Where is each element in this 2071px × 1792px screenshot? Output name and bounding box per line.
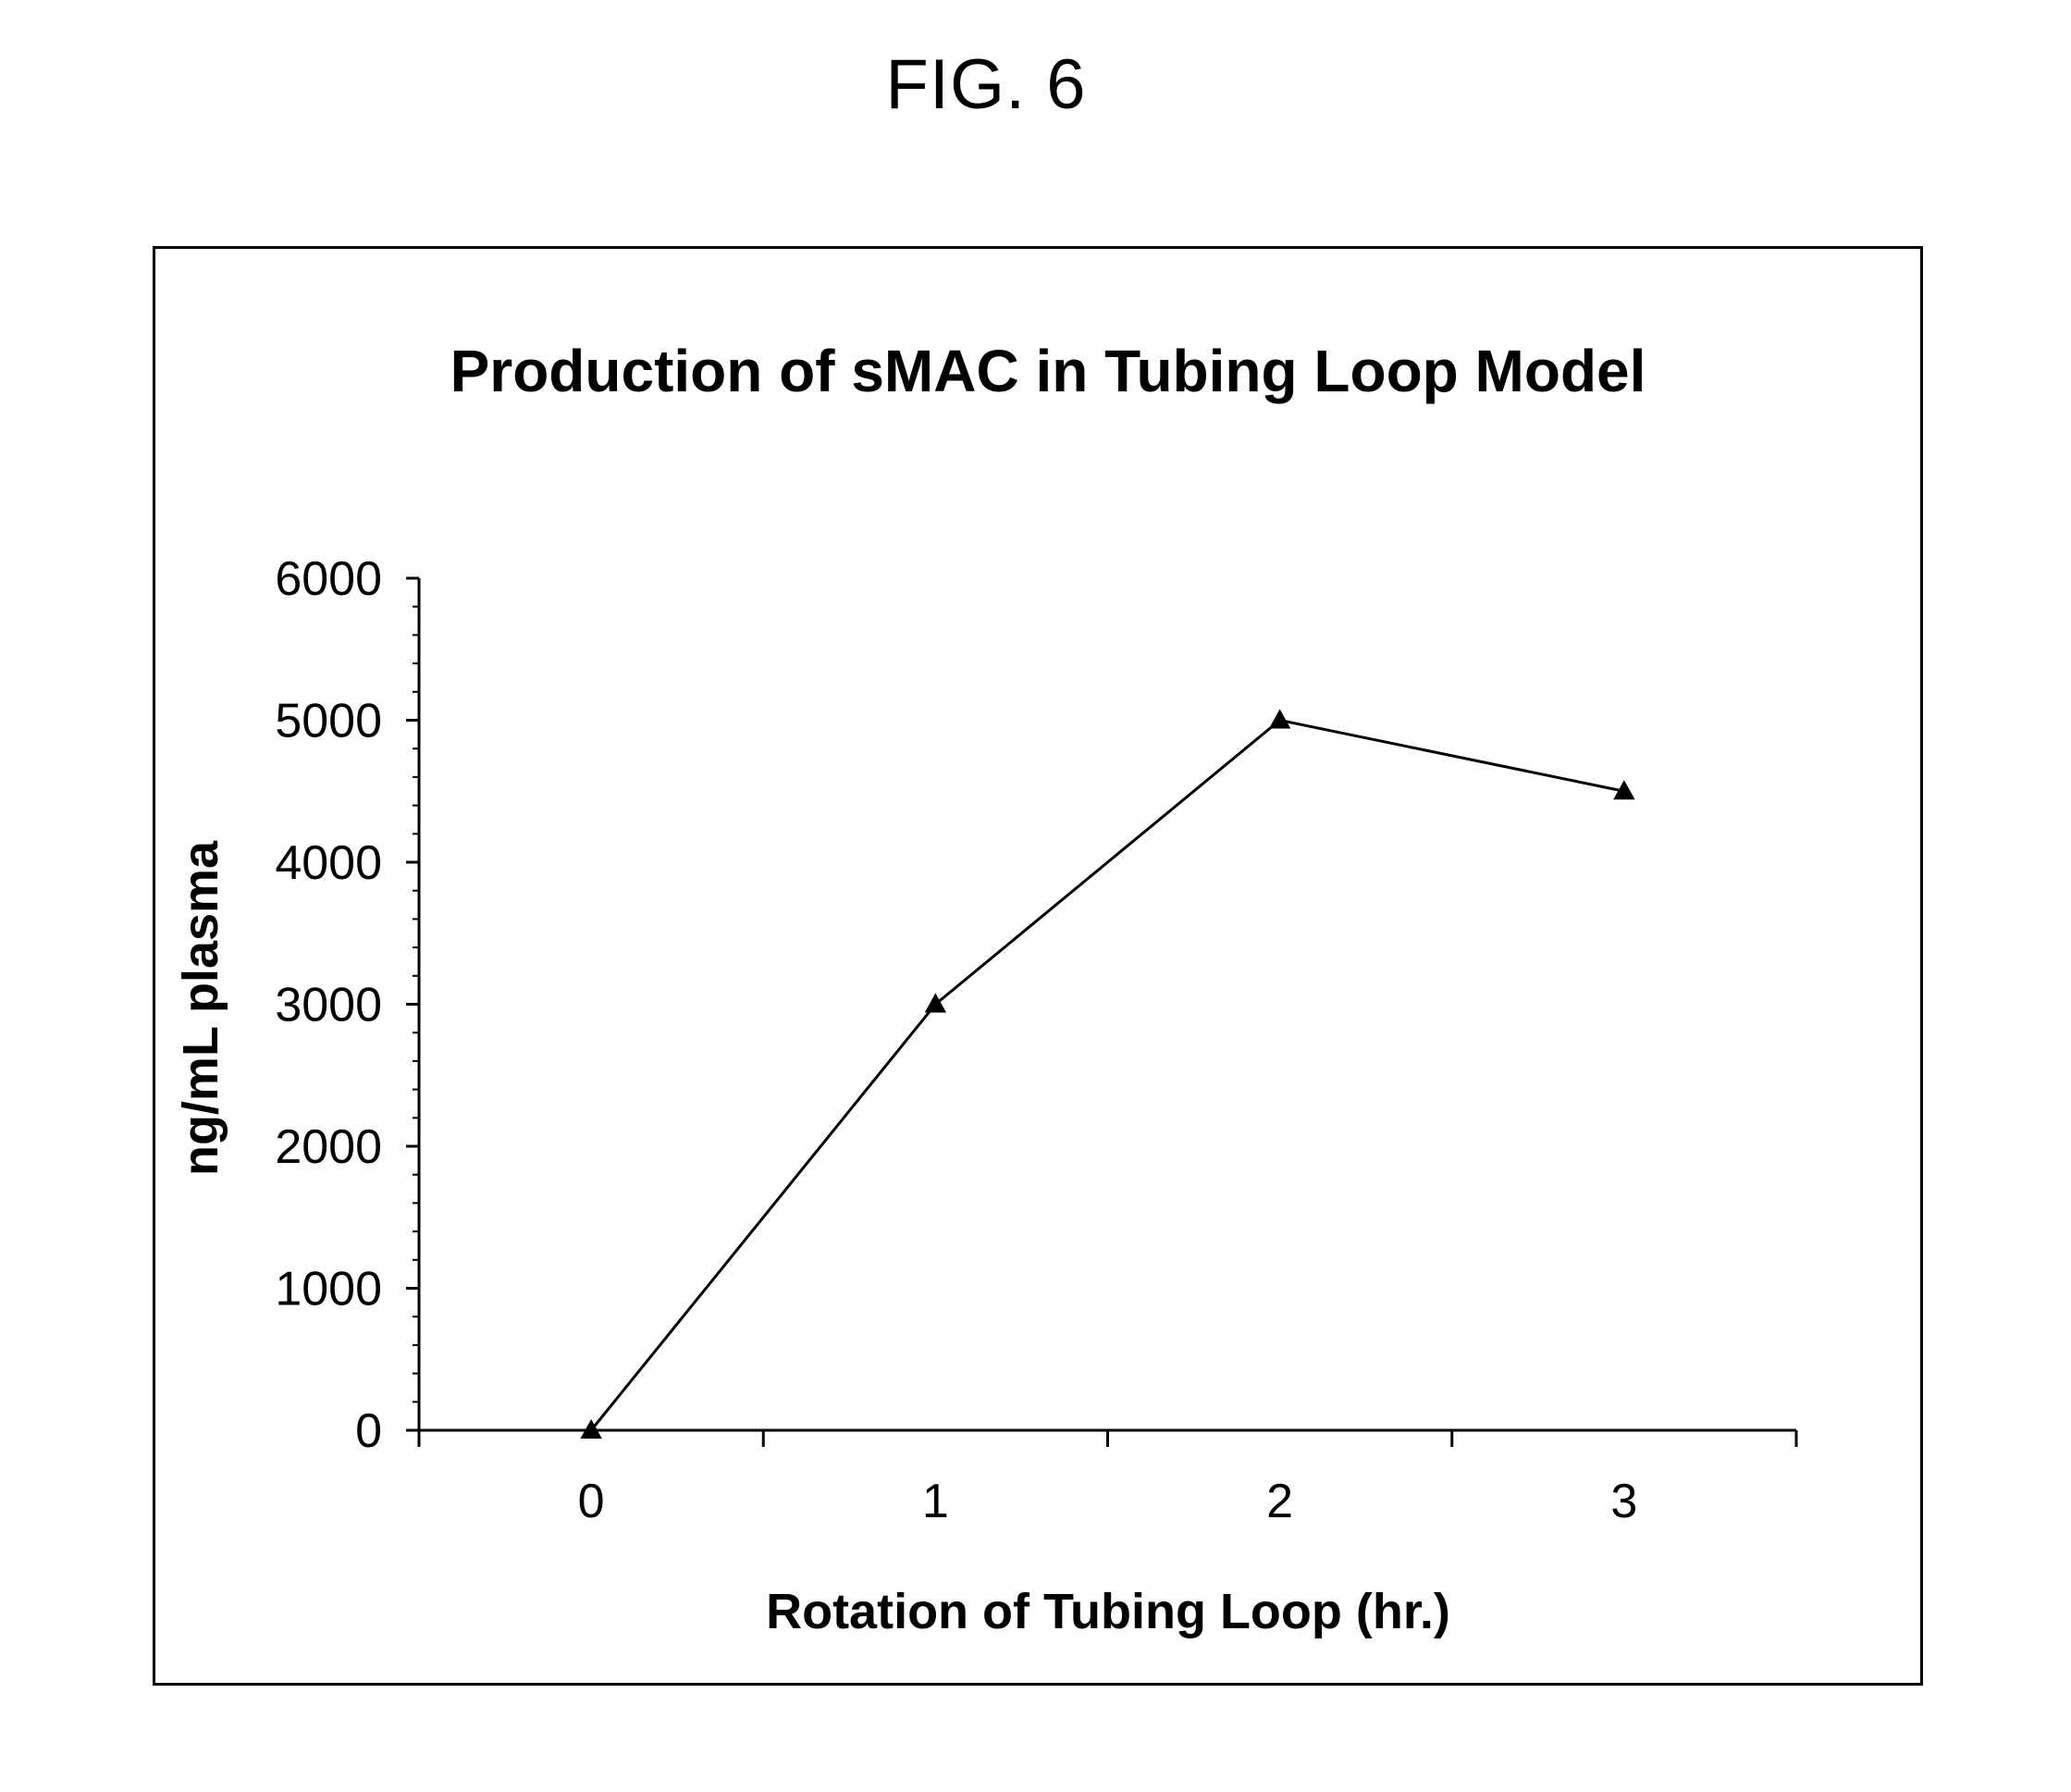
figure-label: FIG. 6 (885, 45, 1087, 124)
series-layer (580, 709, 1635, 1439)
y-tick-label: 6000 (275, 552, 382, 606)
data-point-marker (924, 993, 947, 1013)
y-tick-label: 0 (355, 1404, 382, 1458)
x-axis-label: Rotation of Tubing Loop (hr.) (766, 1584, 1450, 1639)
x-tick-label: 3 (1610, 1475, 1637, 1528)
y-tick-label: 5000 (275, 695, 382, 748)
y-tick-label: 2000 (275, 1120, 382, 1174)
data-point-marker (580, 1418, 602, 1439)
y-tick-label: 3000 (275, 979, 382, 1032)
x-tick-label: 2 (1266, 1475, 1293, 1528)
y-tick-label: 4000 (275, 836, 382, 890)
series-line (589, 718, 1625, 1431)
data-point-marker (1268, 709, 1291, 729)
data-point-marker (1613, 780, 1635, 800)
axes: 0 1000 2000 3000 4000 5000 6000 0 1 2 3 (275, 552, 1798, 1528)
x-tick-label: 1 (922, 1475, 949, 1528)
y-axis-label: ng/mL plasma (173, 840, 228, 1176)
chart-frame (153, 246, 1923, 1686)
chart-title: Production of sMAC in Tubing Loop Model (450, 338, 1646, 404)
x-tick-label: 0 (578, 1475, 605, 1528)
y-tick-label: 1000 (275, 1263, 382, 1316)
